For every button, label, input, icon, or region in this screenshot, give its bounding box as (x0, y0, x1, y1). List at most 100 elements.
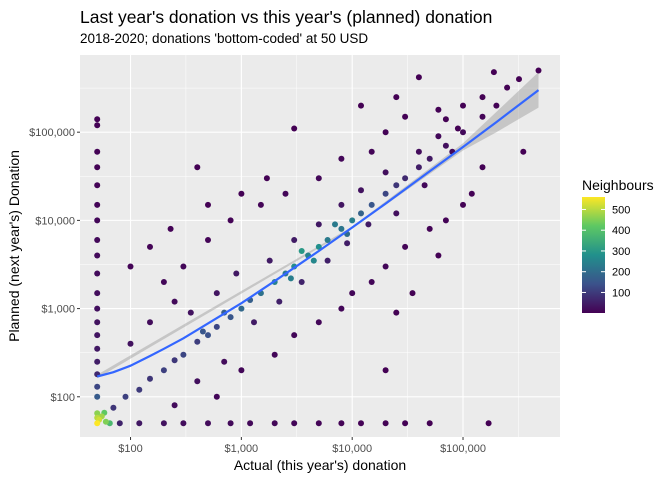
data-point (94, 290, 101, 297)
data-point (504, 84, 511, 91)
data-point (136, 386, 143, 393)
data-point (460, 201, 466, 208)
data-point (94, 358, 101, 365)
legend-tick-label: 400 (612, 225, 630, 237)
data-point (227, 314, 234, 321)
data-point (266, 257, 273, 264)
data-point (535, 67, 542, 74)
legend-colorbar (582, 197, 605, 313)
data-point (221, 358, 228, 365)
data-point (415, 74, 422, 81)
data-point (490, 69, 497, 76)
data-point (238, 367, 245, 374)
data-point (493, 102, 500, 109)
data-point (520, 148, 527, 155)
legend: Neighbours 100 200 300 400 500 (582, 177, 654, 313)
data-point (402, 175, 409, 182)
data-point (291, 125, 298, 132)
data-point (358, 420, 364, 427)
data-point (442, 217, 449, 224)
data-point (213, 290, 220, 297)
data-point (160, 279, 167, 285)
data-point (122, 393, 129, 400)
data-point (291, 237, 298, 243)
data-point (180, 263, 187, 270)
data-point (344, 240, 351, 247)
legend-ticks: 100 200 300 400 500 (582, 204, 630, 299)
data-point (291, 332, 298, 339)
data-point (382, 169, 389, 176)
data-point (315, 319, 322, 326)
data-point (194, 338, 201, 345)
data-point (194, 378, 201, 385)
grid-lines (80, 55, 560, 437)
data-point (94, 319, 101, 326)
data-point (382, 263, 389, 270)
data-point (199, 328, 206, 335)
data-point (276, 298, 283, 305)
data-point (338, 305, 345, 312)
data-point (94, 270, 101, 277)
data-point (382, 129, 389, 136)
data-point (94, 393, 101, 400)
data-point (358, 187, 364, 194)
data-point (442, 116, 449, 123)
data-point (338, 201, 345, 208)
data-point (338, 420, 345, 427)
data-point (291, 420, 298, 427)
y-axis-title: Planned (next year's) Donation (6, 150, 22, 342)
data-point (136, 420, 143, 427)
data-point (205, 332, 211, 339)
data-point (116, 420, 123, 427)
data-point (227, 420, 234, 427)
data-point (171, 357, 178, 364)
legend-tick-label: 300 (612, 246, 630, 258)
data-point (421, 182, 428, 189)
x-tick-label: $100,000 (440, 443, 486, 455)
x-tick-label: $100 (118, 443, 142, 455)
legend-tick-label: 100 (612, 287, 630, 299)
x-tick-label: $1,000 (225, 443, 259, 455)
data-point (365, 221, 372, 228)
legend-tick-label: 200 (612, 267, 630, 279)
data-point (460, 129, 466, 136)
data-point (315, 243, 322, 250)
data-point (127, 263, 134, 270)
data-point (94, 383, 101, 390)
data-point (263, 175, 270, 182)
data-point (251, 319, 257, 326)
data-point (94, 237, 101, 243)
legend-title: Neighbours (582, 177, 654, 193)
data-point (171, 402, 178, 409)
data-point (415, 148, 422, 155)
data-point (94, 252, 101, 259)
data-point (187, 309, 194, 316)
data-point (426, 225, 433, 232)
data-point (282, 190, 289, 197)
y-tick-label: $100 (51, 392, 75, 404)
data-point (468, 190, 475, 197)
data-point (94, 217, 101, 224)
data-point (315, 221, 322, 228)
data-point (358, 102, 364, 109)
y-axis-ticks: $100 $1,000 $10,000 $100,000 (29, 127, 80, 404)
data-point (213, 393, 220, 400)
data-point (393, 309, 400, 316)
legend-tick-label: 500 (612, 204, 630, 216)
y-tick-label: $100,000 (29, 127, 75, 139)
data-point (382, 367, 389, 374)
data-points (94, 67, 542, 427)
data-point (194, 164, 201, 171)
data-point (393, 182, 400, 189)
data-point (338, 155, 345, 162)
data-point (167, 225, 174, 232)
data-point (94, 164, 101, 171)
data-point (147, 319, 153, 326)
data-point (160, 367, 167, 374)
trend-line-path (96, 89, 540, 378)
data-point (94, 122, 101, 129)
data-point (324, 257, 331, 264)
data-point (516, 76, 522, 83)
data-point (127, 340, 134, 347)
x-tick-label: $10,000 (332, 443, 372, 455)
